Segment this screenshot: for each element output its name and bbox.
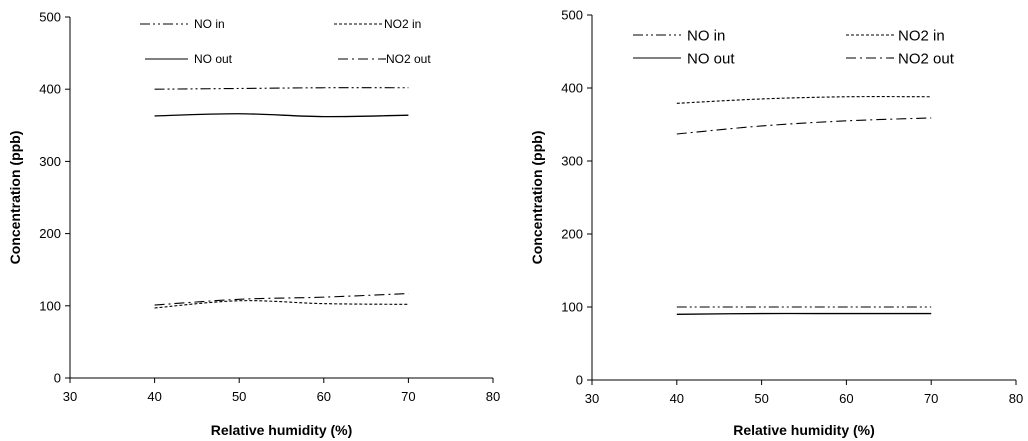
right-y-tick-label: 100: [561, 300, 583, 315]
right-x-tick-label: 50: [754, 391, 768, 406]
left-legend-label-no-out: NO out: [194, 52, 233, 66]
right-legend-label-no-in: NO in: [687, 27, 725, 44]
left-y-tick-label: 0: [54, 371, 61, 386]
left-x-tick-label: 40: [147, 389, 161, 404]
right-x-tick-label: 60: [839, 391, 853, 406]
right-y-tick-label: 500: [561, 8, 583, 23]
left-x-tick-label: 30: [63, 389, 77, 404]
left-series-no-out: [154, 113, 409, 118]
left-legend-label-no-in: NO in: [194, 17, 225, 31]
right-x-tick-label: 30: [585, 391, 599, 406]
left-series-no2-out: [154, 292, 409, 306]
right-series-no2-in: [676, 96, 932, 104]
left-y-tick-label: 300: [39, 154, 61, 169]
right-x-tick-label: 40: [670, 391, 684, 406]
left-legend-label-no2-in: NO2 in: [384, 17, 421, 31]
left-x-tick-label: 70: [401, 389, 415, 404]
right-series-no-out: [676, 312, 932, 315]
left-x-tick-label: 60: [317, 389, 331, 404]
right-y-tick-label: 400: [561, 81, 583, 96]
right-legend-label-no-out: NO out: [687, 50, 735, 67]
right-y-tick-label: 0: [576, 373, 583, 388]
right-y-tick-label: 300: [561, 154, 583, 169]
right-series-no2-out: [676, 117, 932, 135]
left-y-tick-label: 500: [39, 10, 61, 25]
left-legend-label-no2-out: NO2 out: [386, 52, 431, 66]
right-x-axis-title: Relative humidity (%): [733, 422, 875, 438]
left-y-axis-title: Concentration (ppb): [7, 131, 23, 265]
right-y-tick-label: 200: [561, 227, 583, 242]
right-x-tick-label: 80: [1009, 391, 1023, 406]
left-y-tick-label: 200: [39, 226, 61, 241]
left-x-axis-title: Relative humidity (%): [211, 422, 353, 438]
left-series-no2-in: [154, 300, 409, 309]
left-x-tick-label: 50: [232, 389, 246, 404]
right-legend-label-no2-out: NO2 out: [898, 50, 955, 67]
left-y-tick-label: 400: [39, 82, 61, 97]
right-y-axis-title: Concentration (ppb): [529, 131, 545, 265]
left-series-no-in: [154, 87, 409, 90]
left-x-tick-label: 80: [486, 389, 500, 404]
right-x-tick-label: 70: [924, 391, 938, 406]
right-legend-label-no2-in: NO2 in: [898, 27, 945, 44]
left-y-tick-label: 100: [39, 298, 61, 313]
